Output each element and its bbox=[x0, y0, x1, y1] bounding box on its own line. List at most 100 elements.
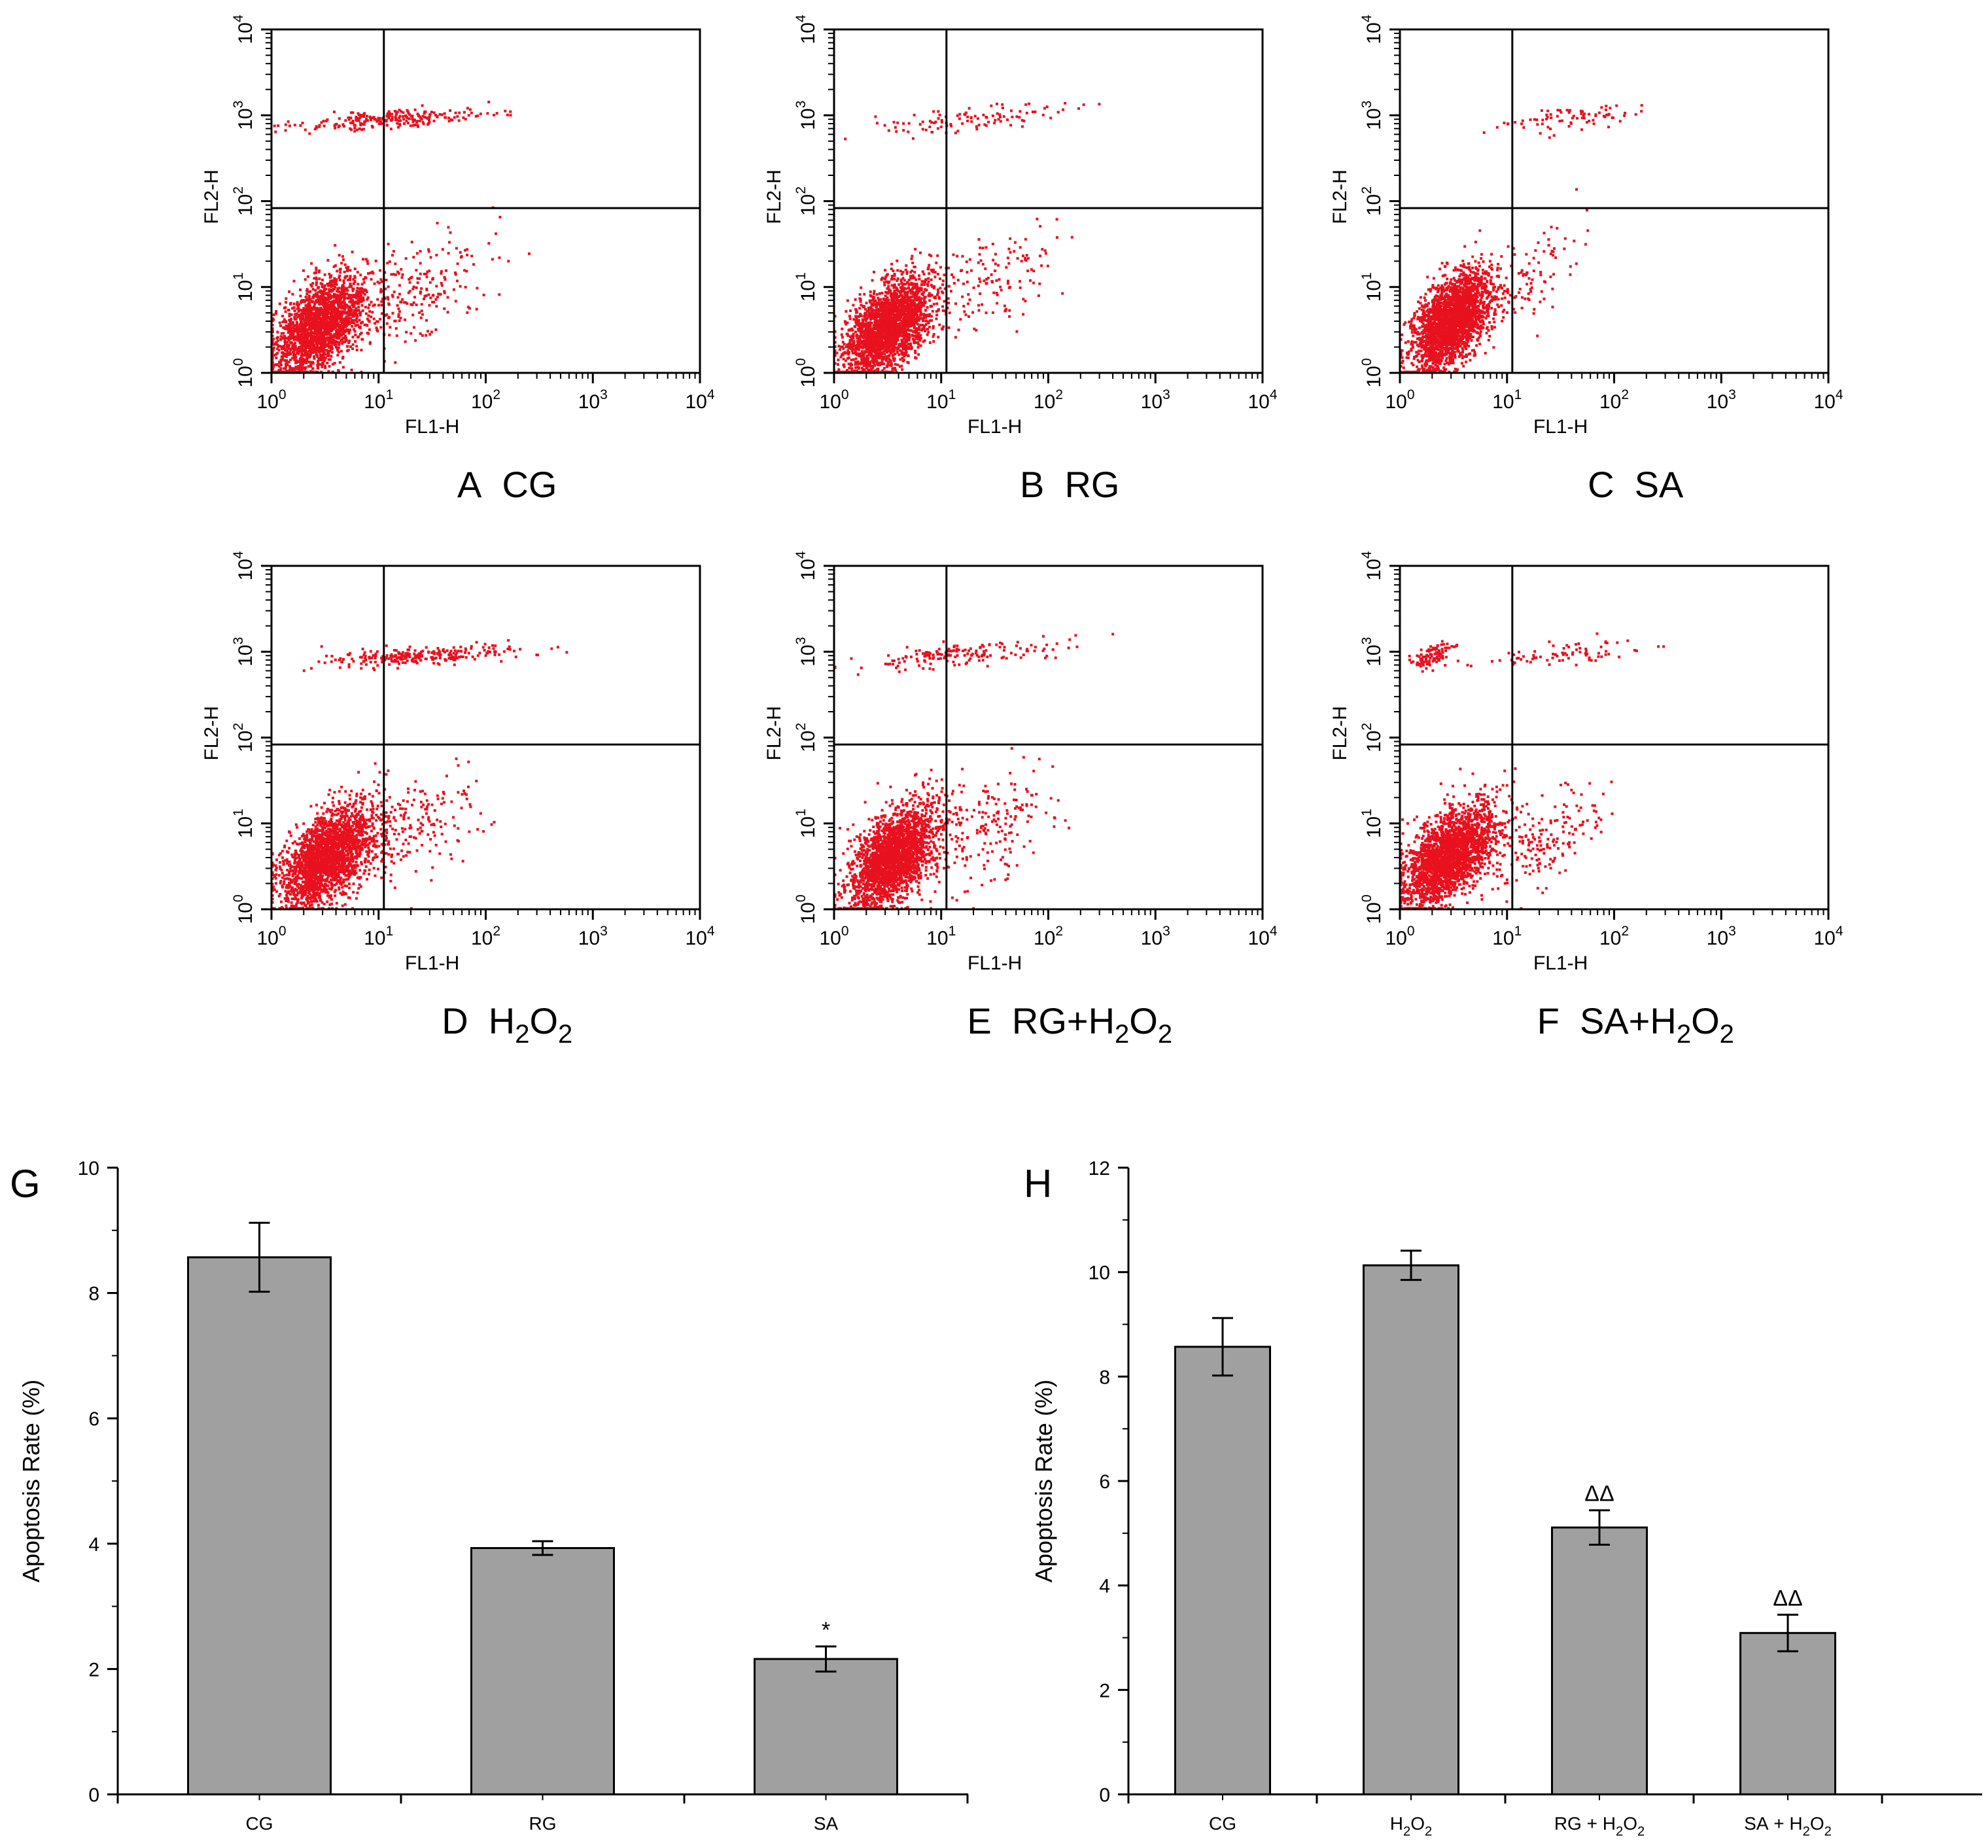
flow-event-dot bbox=[308, 332, 311, 336]
flow-event-dot bbox=[328, 281, 332, 285]
flow-event-dot bbox=[388, 112, 391, 115]
flow-event-dot bbox=[295, 360, 298, 364]
flow-event-dot bbox=[274, 341, 277, 344]
flow-event-dot bbox=[332, 302, 335, 305]
flow-event-dot bbox=[849, 343, 852, 346]
flow-event-dot bbox=[348, 312, 351, 315]
flow-dots bbox=[833, 101, 1101, 374]
flow-event-dot bbox=[338, 117, 341, 120]
flow-event-dot bbox=[324, 308, 327, 311]
flow-event-dot bbox=[376, 298, 379, 301]
flow-event-dot bbox=[370, 118, 372, 122]
flow-event-dot bbox=[907, 279, 911, 282]
flow-event-dot bbox=[858, 293, 862, 296]
flow-event-dot bbox=[328, 336, 332, 339]
flow-event-dot bbox=[288, 302, 292, 305]
flow-event-dot bbox=[923, 283, 926, 286]
flow-event-dot bbox=[890, 362, 893, 365]
flow-event-dot bbox=[325, 322, 328, 325]
flow-event-dot bbox=[343, 301, 346, 304]
flow-event-dot bbox=[315, 125, 318, 128]
flow-event-dot bbox=[304, 128, 307, 131]
flow-event-dot bbox=[871, 299, 874, 302]
flow-event-dot bbox=[894, 321, 898, 324]
flow-event-dot bbox=[287, 330, 290, 333]
flow-event-dot bbox=[419, 250, 422, 253]
flow-event-dot bbox=[355, 309, 358, 313]
flow-event-dot bbox=[300, 328, 303, 331]
flow-event-dot bbox=[271, 350, 274, 353]
flow-event-dot bbox=[863, 351, 866, 355]
flow-event-dot bbox=[896, 306, 899, 309]
flow-event-dot bbox=[398, 109, 401, 112]
flow-event-dot bbox=[277, 349, 281, 352]
flow-event-dot bbox=[901, 357, 904, 360]
flow-event-dot bbox=[412, 301, 415, 304]
flow-event-dot bbox=[306, 334, 309, 338]
flow-event-dot bbox=[408, 113, 411, 116]
flow-event-dot bbox=[854, 351, 857, 355]
x-tick-label: 100 bbox=[256, 387, 286, 413]
flow-event-dot bbox=[926, 268, 930, 271]
flow-event-dot bbox=[912, 330, 915, 333]
flow-event-dot bbox=[294, 330, 297, 333]
flow-event-dot bbox=[288, 333, 292, 336]
flow-event-dot bbox=[910, 320, 913, 323]
flow-event-dot bbox=[903, 330, 907, 332]
flow-event-dot bbox=[899, 278, 903, 281]
flow-event-dot bbox=[915, 278, 918, 281]
flow-event-dot bbox=[401, 298, 404, 301]
flow-event-dot bbox=[465, 270, 468, 273]
flow-event-dot bbox=[313, 301, 317, 304]
flow-event-dot bbox=[366, 296, 370, 299]
flow-event-dot bbox=[396, 296, 400, 299]
flow-event-dot bbox=[406, 109, 409, 112]
flow-event-dot bbox=[938, 297, 941, 300]
flow-event-dot bbox=[352, 282, 355, 285]
flow-event-dot bbox=[865, 325, 868, 328]
flow-event-dot bbox=[353, 315, 356, 318]
flow-event-dot bbox=[307, 290, 311, 294]
flow-event-dot bbox=[351, 289, 355, 292]
flow-event-dot bbox=[341, 296, 345, 299]
flow-event-dot bbox=[873, 356, 876, 359]
flow-event-dot bbox=[877, 349, 880, 352]
flow-event-dot bbox=[307, 318, 310, 321]
flow-event-dot bbox=[456, 262, 459, 266]
flow-event-dot bbox=[366, 119, 370, 122]
flow-event-dot bbox=[305, 341, 309, 344]
flow-event-dot bbox=[319, 300, 322, 303]
flow-event-dot bbox=[296, 322, 299, 325]
flow-event-dot bbox=[328, 326, 331, 329]
flow-event-dot bbox=[276, 330, 279, 334]
flow-event-dot bbox=[337, 351, 340, 354]
flow-event-dot bbox=[871, 366, 875, 369]
flow-event-dot bbox=[355, 349, 358, 351]
tick-exponent: 4 bbox=[231, 14, 246, 22]
flow-event-dot bbox=[288, 313, 291, 315]
flow-event-dot bbox=[928, 326, 931, 328]
flow-event-dot bbox=[924, 316, 928, 319]
flow-event-dot bbox=[913, 276, 916, 279]
flow-event-dot bbox=[353, 276, 357, 279]
flow-event-dot bbox=[351, 324, 354, 328]
flow-event-dot bbox=[315, 353, 318, 356]
flow-event-dot bbox=[351, 296, 355, 299]
flow-event-dot bbox=[868, 343, 871, 347]
flow-event-dot bbox=[385, 124, 389, 127]
flow-event-dot bbox=[333, 124, 336, 128]
flow-event-dot bbox=[327, 332, 330, 336]
flow-event-dot bbox=[321, 294, 324, 297]
flow-event-dot bbox=[888, 328, 892, 332]
flow-event-dot bbox=[319, 320, 322, 323]
flow-event-dot bbox=[882, 362, 886, 366]
flow-event-dot bbox=[843, 352, 846, 355]
flow-event-dot bbox=[392, 273, 395, 276]
flow-event-dot bbox=[947, 302, 950, 305]
flow-event-dot bbox=[323, 317, 326, 321]
flow-event-dot bbox=[877, 327, 881, 330]
flow-event-dot bbox=[869, 368, 873, 371]
flow-event-dot bbox=[307, 356, 310, 359]
flow-event-dot bbox=[291, 345, 294, 349]
flow-event-dot bbox=[852, 318, 856, 321]
